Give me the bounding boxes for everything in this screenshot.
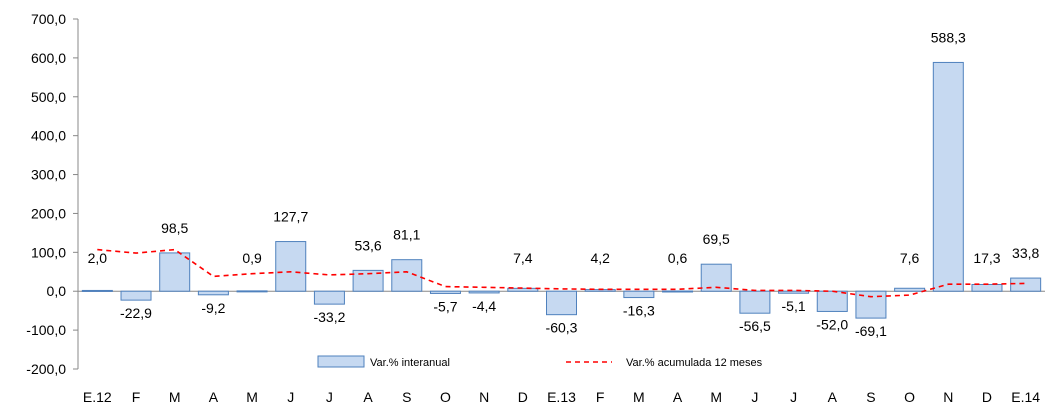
data-label: 127,7 xyxy=(273,209,308,225)
x-tick-label: N xyxy=(943,389,953,405)
bar xyxy=(739,290,771,314)
x-tick-label: O xyxy=(904,389,915,405)
x-tick-label: S xyxy=(866,389,875,405)
x-tick-label: E.13 xyxy=(547,389,576,405)
x-tick-label: J xyxy=(751,389,758,405)
data-label: 69,5 xyxy=(703,231,730,247)
y-tick-label: 0,0 xyxy=(47,283,67,299)
data-label: 7,4 xyxy=(513,250,533,266)
bar xyxy=(623,290,655,299)
x-tick-label: E.12 xyxy=(83,389,112,405)
data-label: 588,3 xyxy=(931,29,966,45)
x-tick-label: S xyxy=(402,389,411,405)
x-tick-label: A xyxy=(363,389,373,405)
bar xyxy=(81,289,113,292)
bar xyxy=(546,290,577,316)
data-label: 4,2 xyxy=(590,250,610,266)
bar xyxy=(507,287,539,292)
data-labels: 2,0 -22,9 98,5 -9,2 0,9 127,7 -33,2 53,6 81,1 -5,… xyxy=(88,29,1040,339)
bar xyxy=(313,290,345,305)
x-tick-label: F xyxy=(596,389,605,405)
x-tick-label: M xyxy=(246,389,258,405)
bar xyxy=(120,290,152,301)
legend: Var.% interanual Var.% acumulada 12 mese… xyxy=(317,355,763,369)
data-label: -52,0 xyxy=(816,316,848,332)
bar xyxy=(429,290,461,294)
x-tick-label: O xyxy=(440,389,451,405)
bar xyxy=(662,290,694,293)
data-label: 2,0 xyxy=(88,250,108,266)
bar xyxy=(778,290,810,294)
data-label: -16,3 xyxy=(623,303,655,319)
x-tick-label: D xyxy=(518,389,528,405)
x-tick-label: A xyxy=(673,389,683,405)
y-tick-label: 600,0 xyxy=(31,50,66,66)
y-tick-label: 500,0 xyxy=(31,89,66,105)
x-tick-label: A xyxy=(828,389,838,405)
y-axis-ticks: 700,0 600,0 500,0 400,0 300,0 200,0 100,0 0,0 -1… xyxy=(26,11,78,377)
data-label: -56,5 xyxy=(739,318,771,334)
data-label: -9,2 xyxy=(201,300,225,316)
bar xyxy=(352,269,384,292)
data-label: -69,1 xyxy=(855,323,887,339)
y-tick-label: -200,0 xyxy=(26,361,66,377)
data-label: 81,1 xyxy=(393,227,420,243)
y-tick-label: 700,0 xyxy=(31,11,66,27)
bar xyxy=(197,290,229,296)
legend-line-label: Var.% acumulada 12 meses xyxy=(626,357,763,369)
bar xyxy=(932,61,964,292)
trend-line xyxy=(97,248,1026,298)
bar-series xyxy=(81,61,1042,319)
data-label: 0,6 xyxy=(668,250,688,266)
x-tick-label: J xyxy=(287,389,294,405)
data-label: 0,9 xyxy=(242,250,262,266)
y-tick-label: 300,0 xyxy=(31,167,66,183)
bar xyxy=(971,283,1003,292)
data-label: -4,4 xyxy=(472,298,496,314)
bar xyxy=(468,290,500,294)
data-label: 53,6 xyxy=(354,237,381,253)
data-label: -5,1 xyxy=(782,298,806,314)
x-tick-label: M xyxy=(710,389,722,405)
legend-bar-label: Var.% interanual xyxy=(370,357,450,369)
data-label: -22,9 xyxy=(120,305,152,321)
data-label: 17,3 xyxy=(973,250,1000,266)
x-tick-label: M xyxy=(633,389,645,405)
bar xyxy=(275,241,307,292)
bar xyxy=(816,290,848,312)
bar xyxy=(159,252,191,292)
data-label: 7,6 xyxy=(900,250,920,266)
data-label: -33,2 xyxy=(313,309,345,325)
bar xyxy=(391,259,423,292)
y-tick-label: 200,0 xyxy=(31,205,66,221)
x-tick-label: J xyxy=(326,389,333,405)
legend-bar-swatch xyxy=(317,355,365,368)
x-tick-label: A xyxy=(209,389,219,405)
x-tick-label: D xyxy=(982,389,992,405)
x-tick-label: F xyxy=(132,389,141,405)
bar xyxy=(894,287,926,292)
bar xyxy=(1010,277,1042,292)
data-label: 33,8 xyxy=(1012,245,1039,261)
data-label: 98,5 xyxy=(161,220,188,236)
x-tick-label: J xyxy=(790,389,797,405)
y-tick-label: -100,0 xyxy=(26,322,66,338)
bar xyxy=(236,290,268,293)
x-tick-label: M xyxy=(169,389,181,405)
x-axis-ticks: E.12 F M A M J J A S O N D E.13 F M A M J J A S O N D E.14 xyxy=(83,389,1040,405)
x-tick-label: N xyxy=(479,389,489,405)
x-tick-label: E.14 xyxy=(1011,389,1040,405)
y-tick-label: 400,0 xyxy=(31,128,66,144)
data-label: -5,7 xyxy=(433,298,457,314)
data-label: -60,3 xyxy=(546,320,578,336)
y-tick-label: 100,0 xyxy=(31,244,66,260)
